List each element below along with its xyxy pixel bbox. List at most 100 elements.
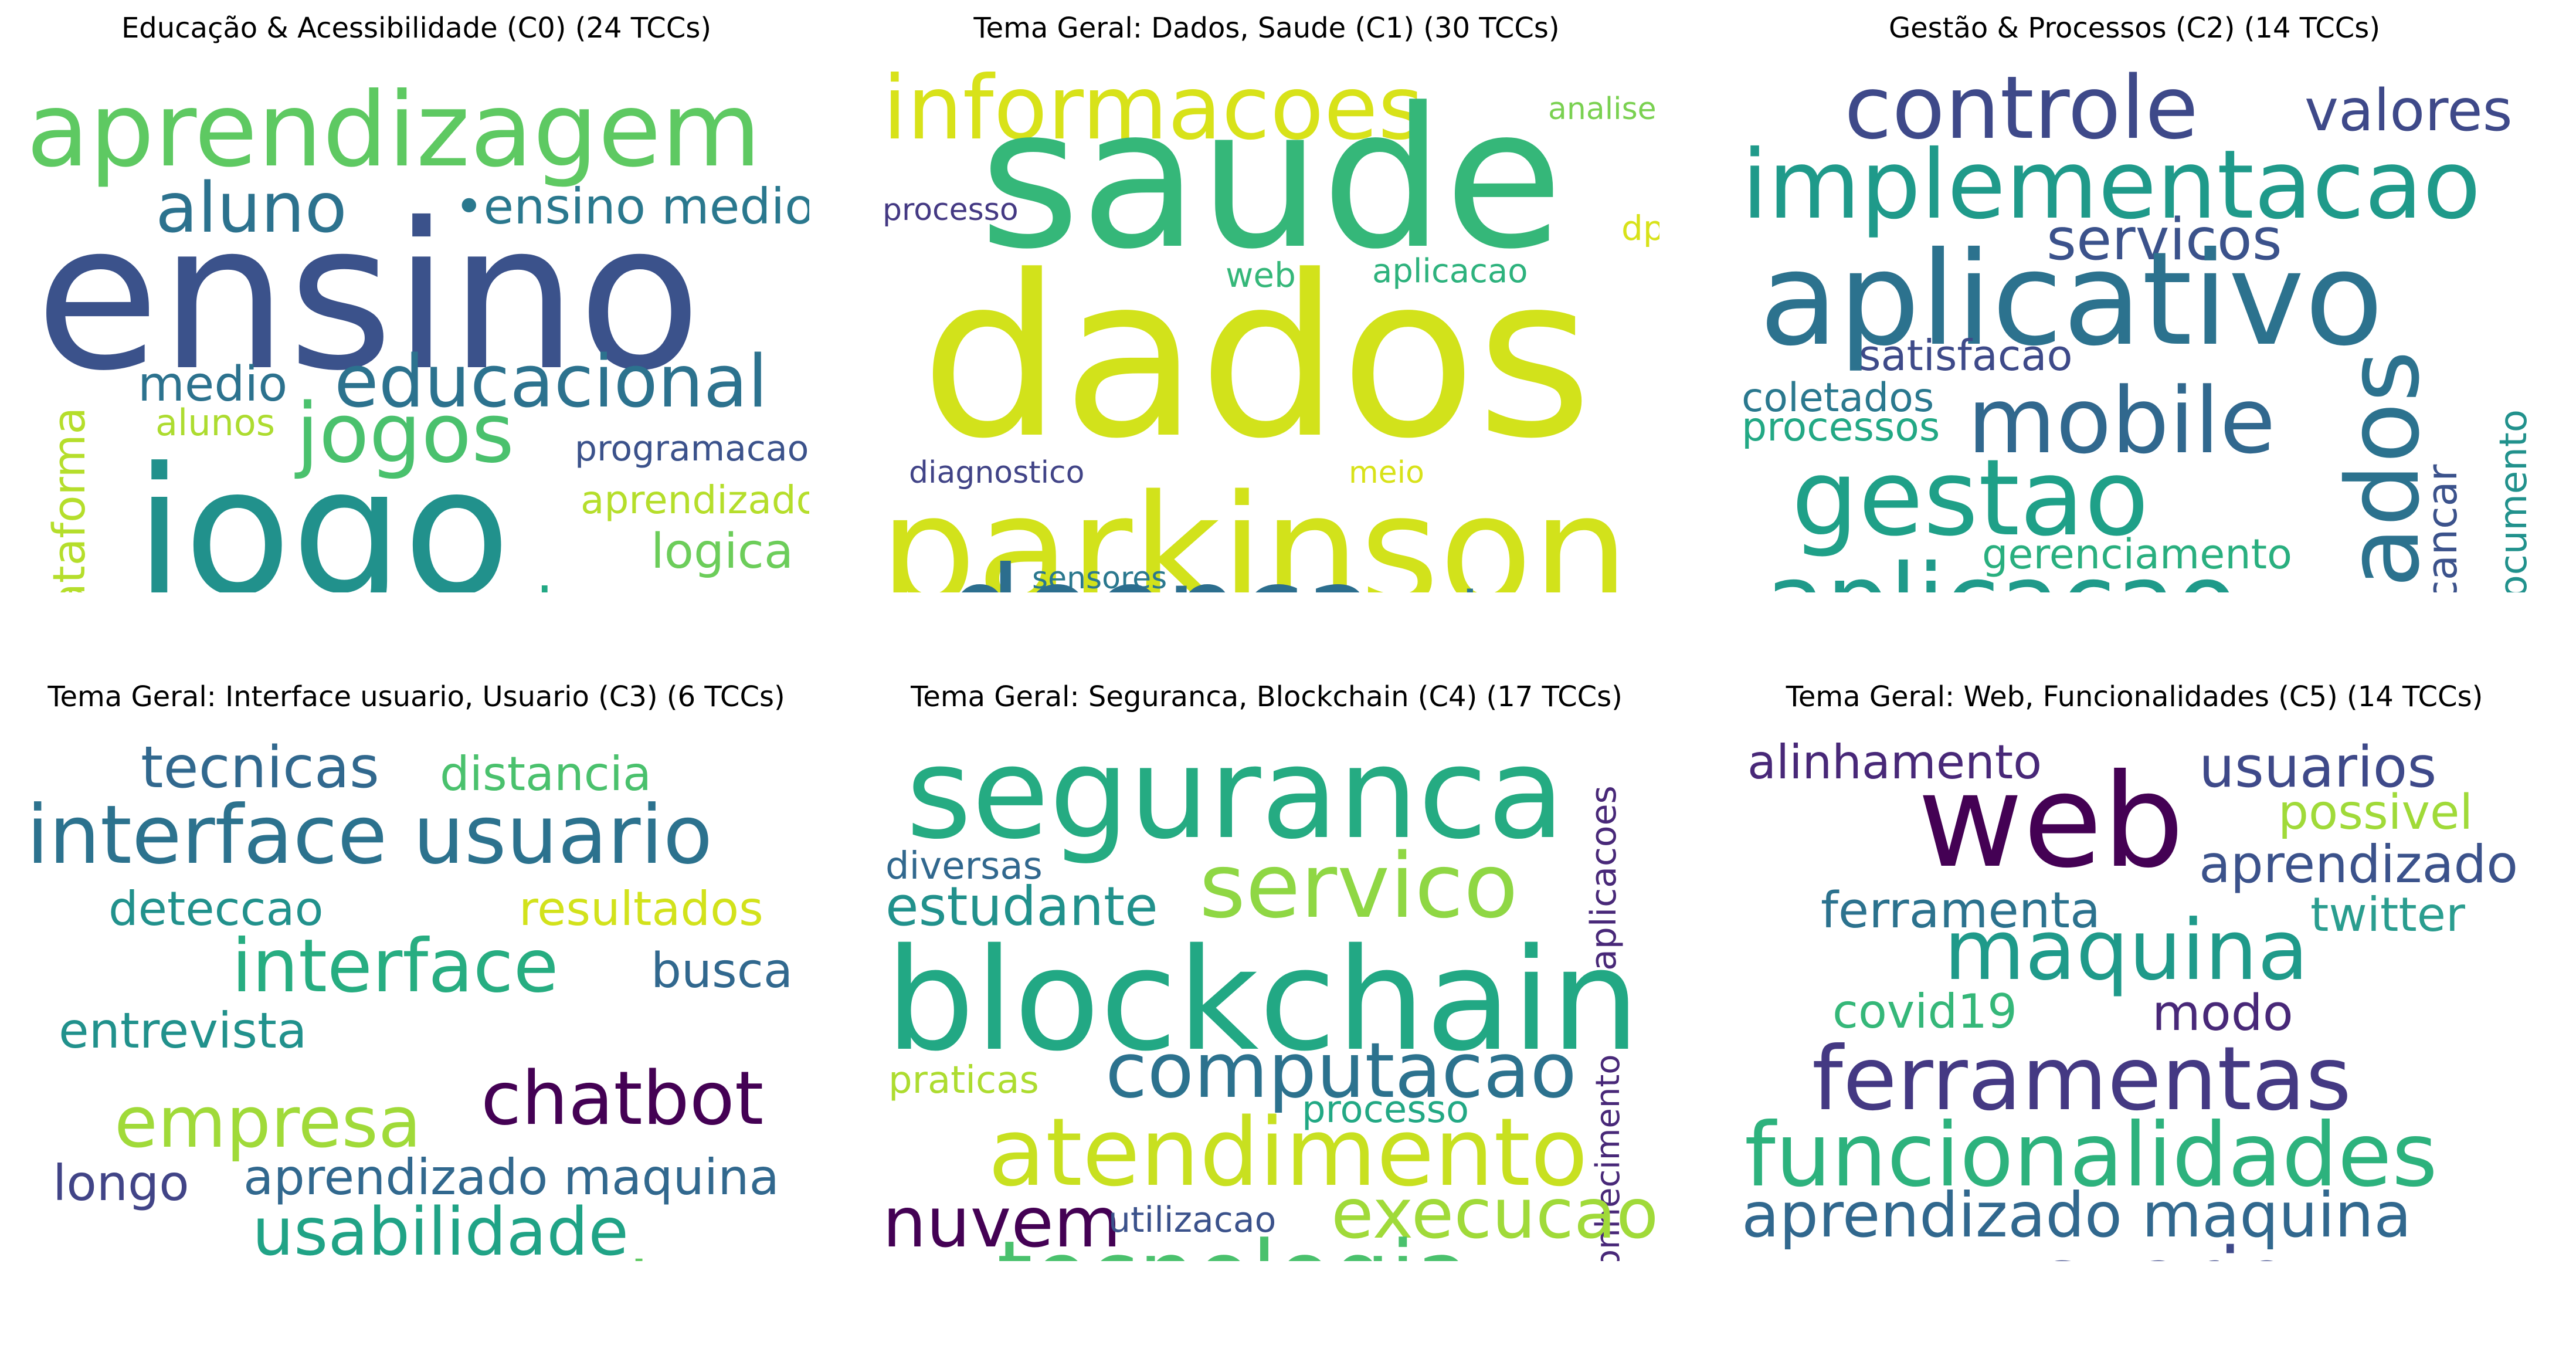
word: saude xyxy=(979,66,1563,292)
panel-title: Tema Geral: Seguranca, Blockchain (C4) (… xyxy=(911,680,1623,713)
panel-title: Educação & Acessibilidade (C0) (24 TCCs) xyxy=(121,12,712,45)
word: estudante xyxy=(885,875,1158,938)
word: valores xyxy=(2305,77,2513,144)
word: pacientes xyxy=(1343,584,1659,592)
word: seguranca xyxy=(906,730,1565,867)
word: usabilidade xyxy=(252,1194,629,1261)
word: alcancar xyxy=(2418,464,2466,592)
word: sensores xyxy=(1032,561,1167,592)
word: dados xyxy=(921,228,1593,487)
word: usuario xyxy=(410,1252,697,1261)
word: atendimento xyxy=(988,1097,1588,1207)
word: logica xyxy=(651,524,794,580)
word: medio xyxy=(138,357,288,412)
word: analise xyxy=(1548,92,1657,127)
word: controle xyxy=(1844,65,2199,158)
word: usuarios xyxy=(2199,734,2437,800)
word: distancia xyxy=(440,747,652,801)
word: modo xyxy=(2152,984,2293,1042)
word: usuario xyxy=(1988,1238,2292,1262)
panel-title: Tema Geral: Interface usuario, Usuario (… xyxy=(47,680,785,713)
word: interface usuario xyxy=(26,788,713,882)
word: processo xyxy=(883,192,1019,228)
word: entrevista xyxy=(59,1002,307,1059)
word: computacao xyxy=(1105,1026,1577,1115)
word: aplicacao xyxy=(1765,551,2238,592)
word: funcionalidades xyxy=(1745,1104,2438,1207)
word: processo xyxy=(1302,1088,1469,1131)
wordcloud-panel-c2: Gestão & Processos (C2) (14 TCCs) contro… xyxy=(1742,6,2527,592)
word-cloud: seguranca aplicacoes diversas servico es… xyxy=(874,730,1659,1261)
word: web xyxy=(1917,746,2184,896)
word: nuvem xyxy=(883,1182,1121,1261)
word: servicos xyxy=(2046,206,2282,273)
word: jogo xyxy=(135,430,511,593)
word: informacoes xyxy=(883,65,1424,160)
word: aprendizado xyxy=(581,477,809,523)
wordcloud-panel-c0: Educação & Acessibilidade (C0) (24 TCCs)… xyxy=(23,6,809,592)
word: alunos xyxy=(155,401,276,444)
word: implementacao xyxy=(1742,130,2481,240)
word: utilizacao xyxy=(1108,1199,1277,1241)
word: aplicacao xyxy=(1372,252,1528,290)
word: aprendizagem xyxy=(26,71,762,190)
word: satisfacao xyxy=(1859,331,2073,380)
word: praticas xyxy=(888,1059,1039,1102)
word: parkinson xyxy=(880,463,1630,592)
word: jogos xyxy=(296,386,515,482)
panel-title: Tema Geral: Web, Funcionalidades (C5) (1… xyxy=(1786,680,2483,713)
word: ensino xyxy=(35,180,702,415)
word: plataforma xyxy=(43,406,95,592)
wordcloud-panel-c5: Tema Geral: Web, Funcionalidades (C5) (1… xyxy=(1742,675,2527,1261)
word-cloud: alinhamento web usuarios possivel aprend… xyxy=(1742,730,2527,1262)
word: busca xyxy=(651,943,793,999)
word: execucao xyxy=(1331,1173,1659,1254)
word: ferramenta xyxy=(1821,882,2101,940)
word: empresa xyxy=(114,1082,422,1164)
wordcloud-panel-c3: Tema Geral: Interface usuario, Usuario (… xyxy=(23,675,809,1261)
word: twitter xyxy=(2310,887,2465,942)
wordcloud-panel-c1: Tema Geral: Dados, Saude (C1) (30 TCCs) … xyxy=(874,6,1659,592)
word: aprendizado maquina xyxy=(243,1148,779,1206)
wordcloud-panel-c4: Tema Geral: Seguranca, Blockchain (C4) (… xyxy=(874,675,1659,1261)
word: longo xyxy=(53,1154,189,1212)
word: alinhamento xyxy=(1747,735,2042,789)
word: servico xyxy=(1199,834,1518,938)
word: web xyxy=(1226,255,1296,295)
word: interface xyxy=(232,924,559,1009)
word: •ensino medio xyxy=(454,178,809,235)
word: mobile xyxy=(1967,368,2276,474)
word: diagnostico xyxy=(909,455,1085,490)
word: analise xyxy=(1759,1258,1930,1262)
word: diversas xyxy=(885,845,1043,888)
word: aluno xyxy=(155,167,347,248)
word: processos xyxy=(1742,404,1940,450)
word: programacao xyxy=(575,428,809,469)
word: possivel xyxy=(2278,785,2473,841)
word: blockchain xyxy=(885,918,1640,1082)
word: doenca xyxy=(947,551,1376,593)
word: aplicativo xyxy=(1759,224,2384,374)
word: documento xyxy=(2492,409,2527,592)
panel-title: Gestão & Processos (C2) (14 TCCs) xyxy=(1888,12,2381,45)
word: deteccao xyxy=(108,882,324,936)
word: resultados xyxy=(519,882,763,936)
word: aprendizado maquina xyxy=(1742,1180,2412,1251)
word-cloud: informacoes saude analise processo dp we… xyxy=(874,65,1659,592)
word-cloud: tecnicas distancia interface usuario det… xyxy=(23,730,809,1261)
word: aprendizado xyxy=(2199,834,2519,894)
word: educacional xyxy=(334,340,768,424)
word: tecnicas xyxy=(141,734,379,801)
word: maquina xyxy=(1944,902,2309,999)
word: ferramentas xyxy=(1812,1028,2352,1130)
panel-title: Tema Geral: Dados, Saude (C1) (30 TCCs) xyxy=(973,12,1560,45)
word-cloud: controle valores implementacao servicos … xyxy=(1742,65,2527,592)
word: coletados xyxy=(1742,375,1934,421)
word-cloud: ensino aprendizagem jogo aluno •ensino m… xyxy=(23,65,809,592)
word: dp xyxy=(1621,208,1659,248)
word: chatbot xyxy=(481,1055,764,1141)
word: meio xyxy=(1349,455,1424,490)
word: gestao xyxy=(1791,437,2149,560)
word: gerenciamento xyxy=(1982,530,2292,578)
word: covid19 xyxy=(1832,984,2018,1039)
